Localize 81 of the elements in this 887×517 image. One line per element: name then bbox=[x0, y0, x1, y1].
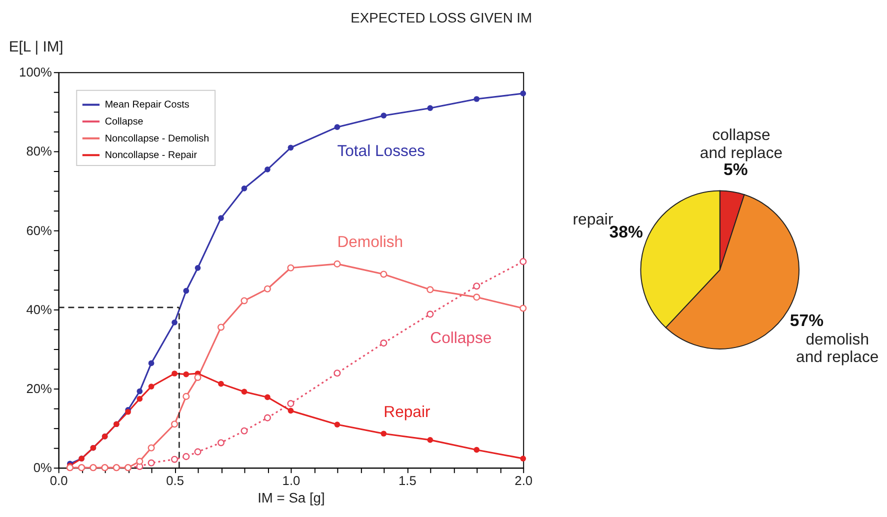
point bbox=[380, 340, 388, 347]
point bbox=[171, 456, 178, 463]
legend-label: Mean Repair Costs bbox=[104, 100, 190, 111]
legend-label: Collapse bbox=[104, 116, 144, 128]
slice-label: demolish and replace bbox=[796, 331, 879, 366]
point bbox=[194, 448, 202, 456]
point bbox=[287, 264, 294, 272]
y-tick-label: 0% bbox=[33, 460, 52, 476]
point bbox=[241, 185, 248, 192]
data-label: 38% bbox=[609, 222, 643, 242]
point bbox=[334, 422, 340, 428]
annotation: Collapse bbox=[430, 330, 492, 347]
point bbox=[182, 453, 190, 460]
point bbox=[264, 166, 270, 172]
x-tick-label: 2.0 bbox=[514, 472, 533, 488]
point bbox=[182, 392, 190, 400]
point bbox=[183, 371, 190, 378]
point bbox=[426, 310, 434, 318]
point bbox=[473, 294, 480, 301]
point bbox=[426, 286, 434, 294]
point bbox=[264, 285, 272, 292]
point bbox=[217, 439, 225, 446]
point bbox=[380, 430, 387, 437]
legend-label: Noncollapse - Repair bbox=[104, 150, 198, 162]
y-tick-label: 20% bbox=[26, 380, 52, 396]
point bbox=[241, 388, 248, 395]
point bbox=[474, 96, 480, 102]
point bbox=[427, 105, 434, 112]
x-tick-label: 0.5 bbox=[166, 472, 184, 488]
point bbox=[520, 90, 526, 96]
point bbox=[474, 446, 480, 453]
y-axis-title: E[L | IM] bbox=[8, 39, 64, 56]
point bbox=[427, 437, 434, 443]
point bbox=[172, 370, 178, 376]
slice-label: collapse and replace bbox=[700, 127, 783, 162]
point bbox=[194, 374, 202, 381]
y-tick-label: 40% bbox=[26, 302, 52, 317]
point bbox=[334, 370, 341, 377]
point bbox=[520, 456, 526, 462]
annotation: Total Losses bbox=[337, 142, 426, 160]
data-label: 5% bbox=[724, 160, 748, 180]
point bbox=[136, 396, 143, 402]
chart-title: EXPECTED LOSS GIVEN IM bbox=[350, 10, 532, 26]
point bbox=[171, 420, 178, 428]
point bbox=[240, 427, 248, 434]
point bbox=[520, 304, 527, 312]
point bbox=[288, 144, 294, 151]
y-tick-label: 60% bbox=[26, 222, 52, 238]
point bbox=[264, 414, 272, 422]
point bbox=[148, 360, 154, 366]
point bbox=[218, 215, 224, 221]
point bbox=[148, 444, 155, 452]
point bbox=[148, 459, 155, 466]
point bbox=[217, 324, 225, 331]
point bbox=[136, 458, 144, 465]
point bbox=[194, 264, 201, 271]
point bbox=[240, 297, 248, 304]
point bbox=[520, 258, 527, 266]
point bbox=[218, 380, 224, 387]
point bbox=[148, 384, 154, 390]
y-tick-label: 80% bbox=[26, 144, 52, 159]
annotation: Demolish bbox=[337, 234, 404, 252]
point bbox=[136, 388, 143, 394]
point bbox=[264, 394, 270, 400]
point bbox=[287, 400, 294, 408]
x-tick-label: 0.0 bbox=[50, 472, 68, 488]
x-tick-label: 1.0 bbox=[282, 472, 300, 488]
point bbox=[334, 124, 340, 130]
legend-label: Noncollapse - Demolish bbox=[104, 133, 210, 144]
point bbox=[473, 282, 480, 290]
data-label: 57% bbox=[790, 311, 824, 330]
annotation: Repair bbox=[384, 404, 430, 421]
point bbox=[172, 320, 178, 326]
point bbox=[288, 408, 294, 414]
x-axis-title: IM = Sa [g] bbox=[258, 490, 325, 506]
y-tick-label: 100% bbox=[19, 64, 52, 80]
point bbox=[380, 270, 388, 278]
x-tick-label: 1.5 bbox=[398, 472, 416, 488]
point bbox=[334, 260, 341, 268]
point bbox=[183, 288, 190, 294]
point bbox=[380, 112, 387, 119]
